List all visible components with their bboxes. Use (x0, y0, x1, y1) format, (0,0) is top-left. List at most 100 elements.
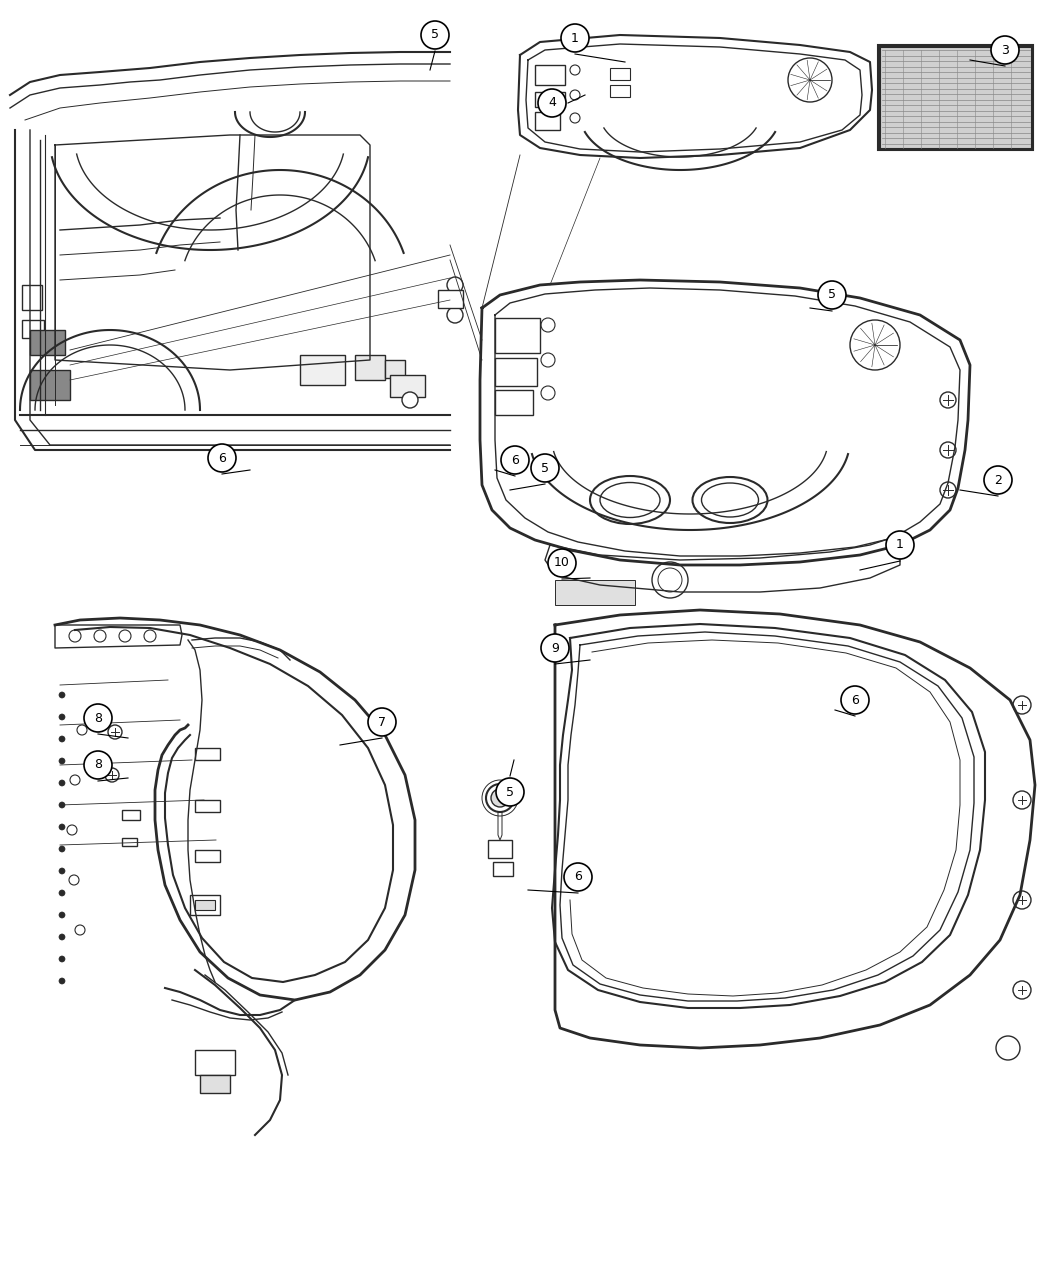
Circle shape (561, 24, 589, 52)
Bar (195, 799, 220, 812)
Circle shape (105, 768, 119, 782)
Text: 9: 9 (551, 641, 559, 654)
Circle shape (652, 562, 688, 598)
Bar (438, 289, 463, 309)
Text: 5: 5 (506, 785, 514, 798)
Circle shape (1013, 696, 1031, 714)
Text: 7: 7 (378, 715, 386, 728)
Bar (555, 580, 635, 606)
Text: 3: 3 (1001, 43, 1009, 56)
Text: 8: 8 (94, 759, 102, 771)
Circle shape (818, 280, 846, 309)
Circle shape (67, 825, 77, 835)
Circle shape (541, 634, 569, 662)
Bar (355, 354, 385, 380)
Bar (122, 810, 140, 820)
Bar (488, 840, 512, 858)
Circle shape (841, 686, 869, 714)
Text: 8: 8 (94, 711, 102, 724)
Circle shape (940, 391, 956, 408)
Bar (22, 286, 42, 310)
Circle shape (59, 780, 65, 785)
Circle shape (1013, 980, 1031, 1000)
Bar (30, 370, 70, 400)
Circle shape (84, 704, 112, 732)
Bar (495, 317, 540, 353)
Circle shape (77, 725, 87, 734)
Bar (195, 850, 220, 862)
Bar (30, 330, 65, 354)
Bar (610, 85, 630, 97)
Circle shape (59, 802, 65, 808)
Circle shape (59, 692, 65, 697)
Circle shape (501, 446, 529, 474)
Circle shape (991, 36, 1018, 64)
Bar (536, 112, 560, 130)
Circle shape (59, 978, 65, 984)
Circle shape (208, 444, 236, 472)
Bar (536, 65, 565, 85)
Circle shape (886, 530, 914, 558)
Text: 5: 5 (828, 288, 836, 301)
Bar (122, 838, 136, 847)
Circle shape (59, 759, 65, 764)
Bar (200, 1075, 230, 1093)
Circle shape (59, 736, 65, 742)
Bar (495, 358, 537, 386)
Text: 6: 6 (852, 694, 859, 706)
Circle shape (984, 465, 1012, 493)
Circle shape (1013, 790, 1031, 810)
Bar (300, 354, 345, 385)
Circle shape (59, 714, 65, 720)
Text: 5: 5 (430, 28, 439, 42)
Circle shape (59, 847, 65, 852)
Bar (390, 375, 425, 397)
Bar (190, 895, 220, 915)
Circle shape (59, 890, 65, 896)
Bar (195, 900, 215, 910)
Text: 1: 1 (571, 32, 579, 45)
Circle shape (447, 307, 463, 323)
Circle shape (940, 442, 956, 458)
Circle shape (84, 751, 112, 779)
Circle shape (447, 277, 463, 293)
Bar (195, 1051, 235, 1075)
Text: 6: 6 (511, 454, 519, 467)
Bar (195, 748, 220, 760)
Bar (610, 68, 630, 80)
Circle shape (59, 824, 65, 830)
Circle shape (548, 550, 576, 578)
Circle shape (940, 482, 956, 499)
Circle shape (59, 935, 65, 940)
Circle shape (996, 1037, 1020, 1060)
Bar (494, 862, 513, 876)
Text: 6: 6 (574, 871, 582, 884)
Circle shape (59, 956, 65, 963)
Text: 4: 4 (548, 97, 555, 110)
Circle shape (538, 89, 566, 117)
Bar (536, 92, 565, 107)
Circle shape (75, 924, 85, 935)
Circle shape (108, 725, 122, 739)
Text: 5: 5 (541, 462, 549, 474)
Text: 1: 1 (896, 538, 904, 552)
Circle shape (491, 789, 509, 807)
Bar (385, 360, 405, 377)
Bar (878, 45, 1033, 150)
Circle shape (1013, 891, 1031, 909)
Bar (22, 320, 44, 338)
Circle shape (59, 912, 65, 918)
Circle shape (69, 875, 79, 885)
Circle shape (368, 708, 396, 736)
Circle shape (421, 20, 449, 48)
Text: 6: 6 (218, 451, 226, 464)
Circle shape (486, 784, 514, 812)
Circle shape (496, 778, 524, 806)
Bar (880, 47, 1032, 149)
Circle shape (402, 391, 418, 408)
Circle shape (59, 868, 65, 873)
Circle shape (531, 454, 559, 482)
Circle shape (70, 775, 80, 785)
Text: 2: 2 (994, 473, 1002, 487)
Bar (495, 390, 533, 414)
